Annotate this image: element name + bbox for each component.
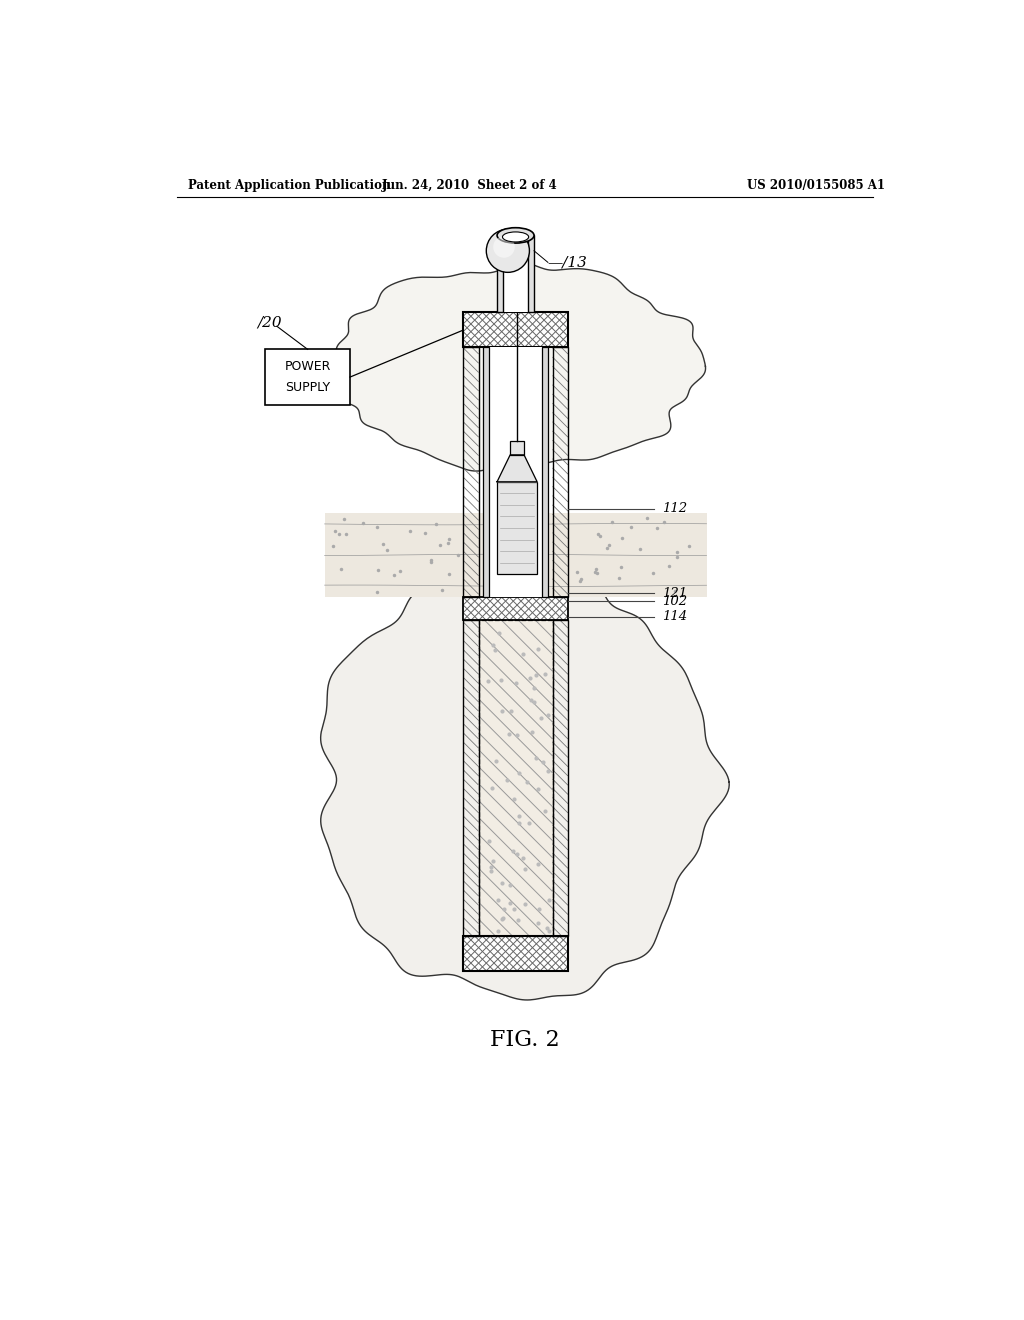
Bar (553, 620, 568, 936)
Ellipse shape (486, 230, 529, 272)
Bar (528, 235, 535, 313)
Text: FIG. 2: FIG. 2 (490, 1030, 559, 1051)
Text: 114: 114 (662, 610, 687, 623)
Bar (497, 482, 538, 574)
Text: 112: 112 (662, 502, 687, 515)
Bar (463, 597, 568, 620)
Bar (489, 347, 542, 598)
Bar (478, 620, 553, 936)
Bar (463, 936, 568, 970)
Polygon shape (325, 263, 706, 471)
Bar (553, 347, 568, 598)
Ellipse shape (503, 232, 528, 242)
Polygon shape (321, 562, 729, 1001)
Bar (483, 347, 489, 598)
Bar (463, 620, 478, 936)
Bar (463, 936, 568, 970)
Bar (463, 347, 478, 598)
Text: 121: 121 (662, 587, 687, 601)
Text: —/13: —/13 (548, 255, 588, 269)
Bar (265, 350, 350, 405)
Bar (463, 313, 568, 347)
Text: POWER: POWER (285, 360, 331, 372)
Bar (463, 313, 568, 347)
Text: Patent Application Publication: Patent Application Publication (188, 178, 391, 191)
Bar (478, 620, 553, 936)
Ellipse shape (497, 227, 535, 243)
Text: 102: 102 (662, 594, 687, 607)
Bar (510, 441, 524, 455)
Bar (503, 235, 528, 313)
Bar (325, 512, 707, 598)
Bar (497, 235, 503, 313)
Bar (542, 347, 548, 598)
Text: Jun. 24, 2010  Sheet 2 of 4: Jun. 24, 2010 Sheet 2 of 4 (382, 178, 557, 191)
Text: SUPPLY: SUPPLY (285, 381, 330, 395)
Ellipse shape (494, 236, 515, 257)
Text: /20: /20 (258, 315, 283, 330)
Bar (463, 597, 568, 620)
Polygon shape (497, 455, 538, 482)
Text: US 2010/0155085 A1: US 2010/0155085 A1 (746, 178, 885, 191)
